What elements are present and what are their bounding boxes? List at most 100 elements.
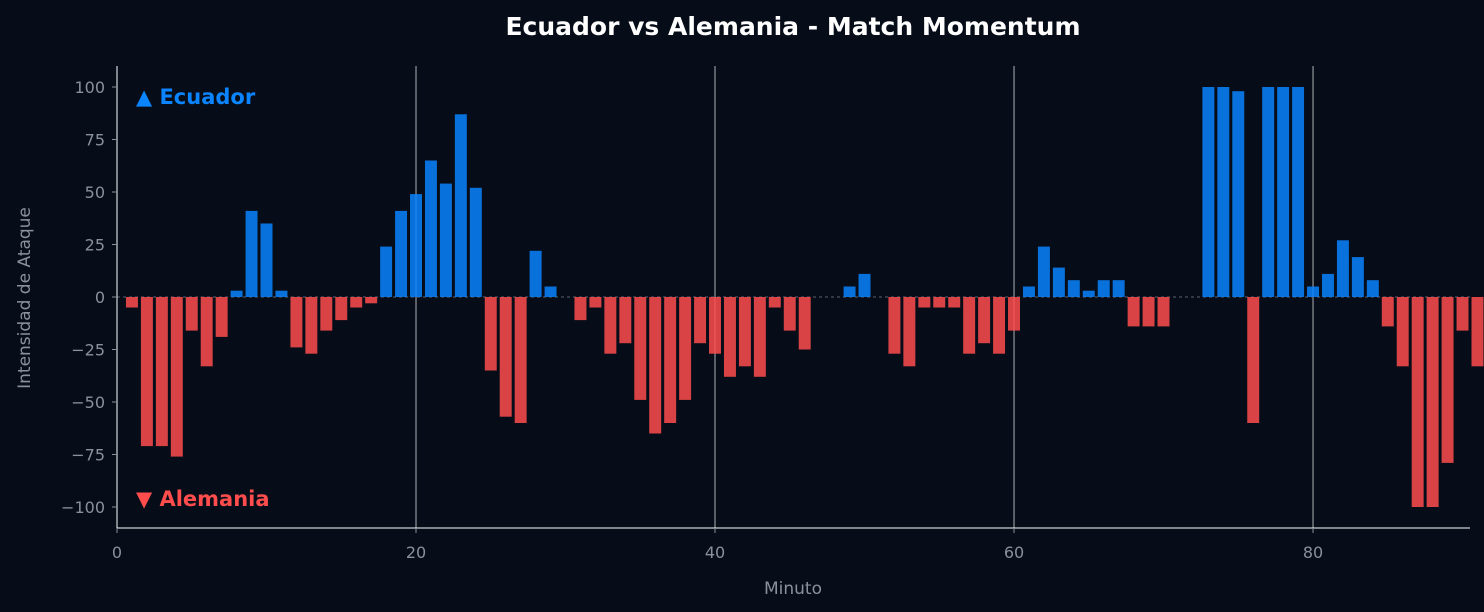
bar-alemania <box>798 297 811 350</box>
bar-ecuador <box>1217 87 1230 297</box>
bar-alemania <box>155 297 168 447</box>
legend-alemania: ▼ Alemania <box>136 487 270 511</box>
x-tick-label: 80 <box>1303 543 1323 562</box>
bar-alemania <box>738 297 751 367</box>
bar-ecuador <box>529 250 542 297</box>
bar-alemania <box>215 297 228 337</box>
bar-alemania <box>918 297 931 308</box>
bar-alemania <box>978 297 991 344</box>
x-tick-label: 60 <box>1004 543 1024 562</box>
bar-alemania <box>574 297 587 321</box>
x-ticks: 0 20 40 60 80 <box>112 528 1323 562</box>
bar-ecuador <box>469 187 482 297</box>
bar-alemania <box>634 297 647 400</box>
bar-alemania <box>768 297 781 308</box>
bar-ecuador <box>424 160 437 297</box>
bar-alemania <box>694 297 707 344</box>
bar-alemania <box>1456 297 1469 331</box>
bar-alemania <box>1142 297 1155 327</box>
bar-alemania <box>1441 297 1454 463</box>
bar-ecuador <box>1112 280 1125 297</box>
bar-ecuador <box>1321 273 1334 297</box>
bar-ecuador <box>380 246 393 297</box>
bar-ecuador <box>410 194 422 297</box>
bar-alemania <box>783 297 796 331</box>
bar-alemania <box>200 297 213 367</box>
bar-alemania <box>1471 297 1484 367</box>
bar-alemania <box>1396 297 1409 367</box>
bar-ecuador <box>260 223 273 297</box>
bar-ecuador <box>439 183 452 297</box>
bar-alemania <box>604 297 617 354</box>
bar-alemania <box>723 297 736 377</box>
bar-alemania <box>320 297 333 331</box>
y-tick-label: −25 <box>71 341 105 360</box>
bar-alemania <box>185 297 198 331</box>
bar-alemania <box>679 297 692 400</box>
chart-title: Ecuador vs Alemania - Match Momentum <box>505 12 1080 41</box>
legend-ecuador: ▲ Ecuador <box>136 85 256 109</box>
y-tick-label: −50 <box>71 393 105 412</box>
bars <box>125 87 1484 507</box>
y-tick-label: 50 <box>85 183 105 202</box>
bar-alemania <box>933 297 946 308</box>
bar-ecuador <box>454 114 467 297</box>
bar-ecuador <box>544 286 557 297</box>
bar-alemania <box>664 297 677 423</box>
x-tick-label: 40 <box>705 543 725 562</box>
bar-ecuador <box>858 273 871 297</box>
bar-alemania <box>1127 297 1140 327</box>
y-tick-label: −100 <box>61 498 105 517</box>
bar-ecuador <box>1082 290 1095 297</box>
bar-ecuador <box>1067 280 1080 297</box>
bar-ecuador <box>395 210 408 297</box>
bar-alemania <box>514 297 527 423</box>
x-tick-label: 0 <box>112 543 122 562</box>
bar-alemania <box>499 297 512 417</box>
bar-alemania <box>1381 297 1394 327</box>
bar-ecuador <box>1351 257 1364 297</box>
bar-alemania <box>619 297 632 344</box>
x-axis-label: Minuto <box>764 579 822 599</box>
bar-alemania <box>903 297 916 367</box>
y-tick-label: 75 <box>85 131 105 150</box>
bar-ecuador <box>843 286 856 297</box>
bar-alemania <box>649 297 662 434</box>
y-tick-label: −75 <box>71 446 105 465</box>
y-tick-label: 25 <box>85 236 105 255</box>
bar-ecuador <box>1097 280 1110 297</box>
bar-alemania <box>335 297 348 321</box>
bar-ecuador <box>1292 87 1305 297</box>
bar-ecuador <box>1336 240 1349 297</box>
bar-alemania <box>963 297 976 354</box>
bar-alemania <box>305 297 318 354</box>
bar-alemania <box>993 297 1006 354</box>
bar-alemania <box>484 297 497 371</box>
y-tick-label: 100 <box>74 78 105 97</box>
bar-alemania <box>888 297 901 354</box>
y-tick-label: 0 <box>95 288 105 307</box>
bar-alemania <box>365 297 378 304</box>
bar-alemania <box>753 297 766 377</box>
bar-alemania <box>125 297 138 308</box>
bar-alemania <box>709 297 721 354</box>
bar-alemania <box>1411 297 1424 507</box>
bar-alemania <box>170 297 183 457</box>
bar-alemania <box>140 297 153 447</box>
x-tick-label: 20 <box>406 543 426 562</box>
y-ticks: 100 75 50 25 0 −25 −50 −75 −100 <box>61 78 117 517</box>
bar-ecuador <box>1262 87 1275 297</box>
bar-alemania <box>1426 297 1439 507</box>
bar-ecuador <box>1202 87 1215 297</box>
bar-ecuador <box>1366 280 1379 297</box>
bar-ecuador <box>245 210 258 297</box>
bar-alemania <box>1157 297 1170 327</box>
bar-ecuador <box>1022 286 1035 297</box>
bar-alemania <box>948 297 961 308</box>
bar-alemania <box>350 297 363 308</box>
bar-ecuador <box>1277 87 1290 297</box>
bar-ecuador <box>230 290 243 297</box>
bar-alemania <box>589 297 602 308</box>
bar-alemania <box>1247 297 1260 423</box>
